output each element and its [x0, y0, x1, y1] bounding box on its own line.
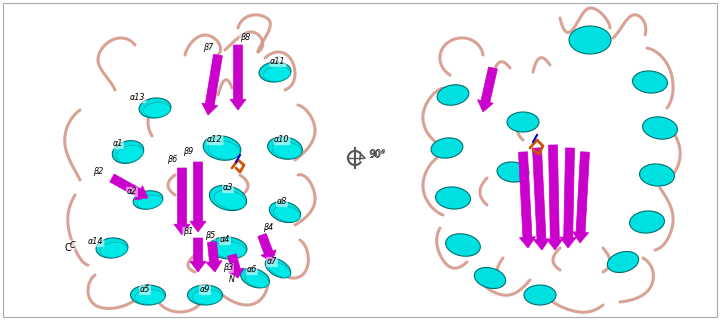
Ellipse shape — [100, 243, 127, 258]
Text: α11: α11 — [270, 58, 286, 67]
Text: C: C — [65, 243, 71, 253]
Ellipse shape — [117, 145, 143, 163]
Ellipse shape — [431, 138, 463, 158]
Text: α8: α8 — [276, 197, 287, 206]
Text: 90°: 90° — [369, 149, 386, 159]
Text: β6: β6 — [167, 156, 177, 164]
Polygon shape — [546, 145, 563, 250]
Text: C: C — [69, 241, 75, 250]
Text: α2: α2 — [127, 188, 138, 196]
Polygon shape — [230, 45, 246, 110]
Ellipse shape — [265, 258, 291, 278]
Text: α10: α10 — [274, 135, 289, 145]
Ellipse shape — [133, 191, 163, 209]
Polygon shape — [560, 148, 576, 248]
Ellipse shape — [269, 202, 301, 222]
Text: N: N — [229, 276, 235, 284]
Ellipse shape — [264, 67, 291, 82]
Ellipse shape — [203, 136, 240, 160]
Ellipse shape — [112, 140, 144, 164]
Ellipse shape — [633, 71, 667, 93]
Ellipse shape — [215, 190, 246, 210]
Polygon shape — [202, 54, 222, 115]
Text: α1: α1 — [113, 140, 123, 148]
Ellipse shape — [259, 62, 291, 82]
Ellipse shape — [214, 242, 246, 258]
Polygon shape — [258, 233, 276, 262]
Ellipse shape — [474, 268, 505, 289]
Text: 90°: 90° — [368, 150, 385, 160]
Text: α14: α14 — [89, 237, 104, 246]
Ellipse shape — [268, 137, 302, 159]
Ellipse shape — [629, 211, 665, 233]
Ellipse shape — [446, 234, 480, 256]
Ellipse shape — [240, 268, 269, 288]
Ellipse shape — [569, 26, 611, 54]
Text: β1: β1 — [183, 228, 193, 236]
Text: α6: α6 — [247, 266, 257, 275]
Polygon shape — [174, 168, 190, 235]
Ellipse shape — [497, 162, 529, 182]
Ellipse shape — [192, 290, 222, 305]
Text: α13: α13 — [130, 93, 145, 102]
Text: α4: α4 — [220, 236, 230, 244]
Text: β5: β5 — [205, 230, 215, 239]
Ellipse shape — [274, 206, 300, 222]
Ellipse shape — [135, 290, 165, 305]
Ellipse shape — [437, 85, 469, 105]
Ellipse shape — [269, 262, 291, 278]
Ellipse shape — [639, 164, 675, 186]
Text: α7: α7 — [267, 258, 277, 267]
Ellipse shape — [524, 285, 556, 305]
Ellipse shape — [187, 285, 222, 305]
Ellipse shape — [138, 195, 163, 209]
Text: β3: β3 — [223, 263, 233, 273]
Text: β9: β9 — [183, 148, 193, 156]
Ellipse shape — [139, 98, 171, 118]
Ellipse shape — [210, 185, 247, 211]
Polygon shape — [190, 162, 206, 232]
Polygon shape — [572, 152, 590, 243]
Polygon shape — [190, 238, 206, 272]
Text: β4: β4 — [263, 223, 273, 233]
Polygon shape — [110, 174, 148, 200]
Polygon shape — [518, 152, 536, 248]
Ellipse shape — [507, 112, 539, 132]
Ellipse shape — [143, 102, 171, 117]
Text: β8: β8 — [240, 34, 250, 43]
Polygon shape — [228, 254, 244, 278]
Ellipse shape — [272, 141, 302, 158]
Text: β7: β7 — [203, 44, 213, 52]
Ellipse shape — [608, 252, 639, 273]
Text: α12: α12 — [207, 135, 222, 145]
Ellipse shape — [209, 237, 247, 259]
Ellipse shape — [130, 285, 166, 305]
Text: α5: α5 — [140, 285, 150, 294]
Ellipse shape — [436, 187, 470, 209]
Ellipse shape — [208, 141, 240, 159]
Text: β2: β2 — [93, 167, 103, 177]
Ellipse shape — [643, 117, 678, 139]
Polygon shape — [206, 242, 222, 272]
Ellipse shape — [96, 238, 128, 258]
Ellipse shape — [575, 31, 605, 49]
Polygon shape — [533, 148, 549, 250]
Ellipse shape — [245, 272, 269, 288]
Polygon shape — [477, 67, 498, 112]
Text: α3: α3 — [222, 183, 233, 193]
Text: α9: α9 — [200, 285, 210, 294]
